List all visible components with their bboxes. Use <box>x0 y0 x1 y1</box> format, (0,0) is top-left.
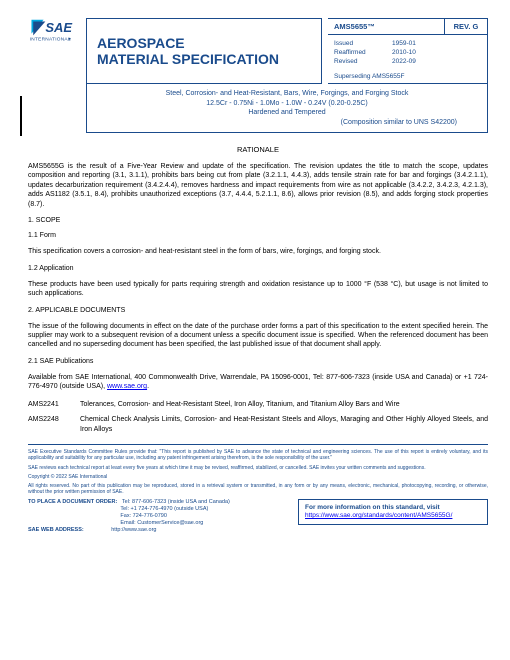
date-row: Reaffirmed2010-10 <box>334 48 481 57</box>
s2-1-pre: Available from SAE International, 400 Co… <box>28 374 488 390</box>
section-1-2-body: These products have been used typically … <box>28 280 488 299</box>
order-tel2: Tel: +1 724-776-4970 (outside USA) <box>120 506 208 512</box>
title-box: AEROSPACE MATERIAL SPECIFICATION <box>86 18 322 84</box>
doc-desc: Chemical Check Analysis Limits, Corrosio… <box>80 415 488 434</box>
date-label: Reaffirmed <box>334 48 392 57</box>
section-2-body: The issue of the following documents in … <box>28 322 488 350</box>
date-label: Revised <box>334 57 392 66</box>
doc-row: AMS2248 Chemical Check Analysis Limits, … <box>28 415 488 434</box>
section-2-1: 2.1 SAE Publications <box>28 358 488 365</box>
title-line2: MATERIAL SPECIFICATION <box>97 51 279 67</box>
web-url: http://www.sae.org <box>111 527 156 533</box>
order-email: Email: CustomerService@sae.org <box>120 520 203 526</box>
doc-desc: Tolerances, Corrosion- and Heat-Resistan… <box>80 400 488 409</box>
sae-link[interactable]: www.sae.org <box>107 383 147 390</box>
meta-top: AMS5655™ REV. G <box>328 19 487 35</box>
section-2-1-body: Available from SAE International, 400 Co… <box>28 373 488 392</box>
subtitle-box: Steel, Corrosion- and Heat-Resistant, Ba… <box>86 84 488 133</box>
section-1-1-body: This specification covers a corrosion- a… <box>28 247 488 256</box>
date-row: Revised2022-09 <box>334 57 481 66</box>
doc-code: AMS2241 <box>28 400 80 409</box>
section-2: 2. APPLICABLE DOCUMENTS <box>28 307 488 314</box>
date-label: Issued <box>334 39 392 48</box>
order-label: TO PLACE A DOCUMENT ORDER: <box>28 499 117 505</box>
doc-row: AMS2241 Tolerances, Corrosion- and Heat-… <box>28 400 488 409</box>
info-link[interactable]: https://www.sae.org/standards/content/AM… <box>305 512 452 519</box>
header: SAE INTERNATIONAL AEROSPACE MATERIAL SPE… <box>28 18 488 84</box>
order-block: TO PLACE A DOCUMENT ORDER: Tel: 877-606-… <box>28 499 290 535</box>
footer-rule <box>28 444 488 445</box>
subtitle-l1: Steel, Corrosion- and Heat-Resistant, Ba… <box>97 89 477 98</box>
section-1: 1. SCOPE <box>28 217 488 224</box>
footer-bottom: TO PLACE A DOCUMENT ORDER: Tel: 877-606-… <box>28 499 488 535</box>
order-tel1: Tel: 877-606-7323 (inside USA and Canada… <box>122 499 230 505</box>
meta-box: AMS5655™ REV. G Issued1959-01 Reaffirmed… <box>328 18 488 84</box>
rationale-heading: RATIONALE <box>28 145 488 154</box>
date-value: 1959-01 <box>392 39 416 48</box>
order-fax: Fax: 724-776-0790 <box>120 513 166 519</box>
footer-fine2: SAE reviews each technical report at lea… <box>28 465 488 471</box>
subtitle-l4: (Composition similar to UNS S42200) <box>97 118 477 127</box>
date-row: Issued1959-01 <box>334 39 481 48</box>
footer-copyright: Copyright © 2022 SAE International <box>28 474 488 480</box>
doc-code: AMS2248 <box>28 415 80 434</box>
web-label: SAE WEB ADDRESS: <box>28 527 84 533</box>
section-1-2: 1.2 Application <box>28 265 488 272</box>
title-line1: AEROSPACE <box>97 35 185 51</box>
svg-text:SAE: SAE <box>45 20 72 35</box>
date-value: 2022-09 <box>392 57 416 66</box>
subtitle-l3: Hardened and Tempered <box>97 108 477 117</box>
footer-rights: All rights reserved. No part of this pub… <box>28 483 488 496</box>
rev-label: REV. G <box>445 19 487 34</box>
footer-fine1: SAE Executive Standards Committee Rules … <box>28 449 488 462</box>
subtitle-l2: 12.5Cr - 0.75Ni - 1.0Mo - 1.0W - 0.24V (… <box>97 99 477 108</box>
sae-logo-icon: SAE INTERNATIONAL <box>28 18 80 56</box>
svg-text:INTERNATIONAL: INTERNATIONAL <box>30 37 71 43</box>
meta-dates: Issued1959-01 Reaffirmed2010-10 Revised2… <box>328 35 487 70</box>
rationale-body: AMS5655G is the result of a Five-Year Re… <box>28 162 488 209</box>
section-1-1: 1.1 Form <box>28 232 488 239</box>
sae-logo: SAE INTERNATIONAL <box>28 18 80 84</box>
info-line1: For more information on this standard, v… <box>305 504 440 511</box>
spec-code: AMS5655™ <box>328 19 445 34</box>
doc-title: AEROSPACE MATERIAL SPECIFICATION <box>97 35 279 67</box>
date-value: 2010-10 <box>392 48 416 57</box>
info-box: For more information on this standard, v… <box>298 499 488 526</box>
revision-mark <box>20 96 22 136</box>
superseding: Superseding AMS5655F <box>328 70 487 83</box>
